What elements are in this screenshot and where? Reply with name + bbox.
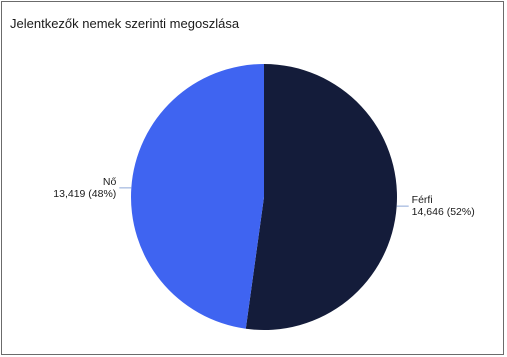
slice-value-label: 13,419 (48%) — [53, 188, 116, 200]
pie-slice-ferfi[interactable] — [245, 64, 398, 330]
slice-name-label: Férfi — [412, 194, 433, 206]
slice-value-label: 14,646 (52%) — [412, 206, 475, 218]
pie-slice-no[interactable] — [131, 64, 264, 329]
chart-title: Jelentkezők nemek szerinti megoszlása — [10, 16, 240, 31]
slice-name-label: Nő — [103, 176, 117, 188]
